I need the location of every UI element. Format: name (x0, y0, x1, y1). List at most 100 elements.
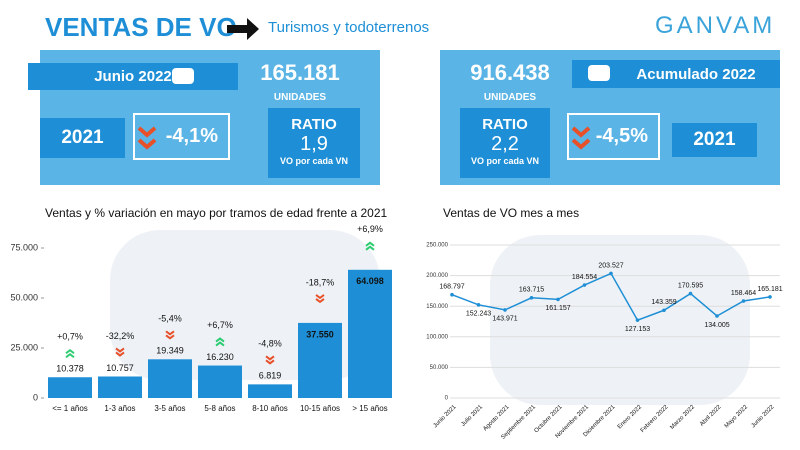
value-label: 127.153 (625, 326, 650, 333)
change-label: +6,7% (207, 320, 233, 330)
period: Junio 2022 (28, 63, 238, 90)
y-tick-label: 0 (445, 396, 449, 402)
value-label: 170.595 (678, 282, 703, 289)
line-chart: 0 50.000 100.000 150.000 200.000 250.000 168.7… (426, 235, 783, 441)
point (476, 303, 481, 307)
value-label: 10.378 (56, 364, 84, 374)
x-tick-label: > 15 años (352, 404, 387, 413)
x-tick-label: Mayo 2022 (724, 404, 750, 430)
y-tick-label: 50.000 (10, 292, 38, 302)
point (582, 283, 587, 287)
y-tick-label: 200.000 (426, 273, 448, 279)
x-tick-label: Febrero 2022 (640, 404, 670, 434)
value-label: 10.757 (106, 363, 134, 373)
change-label: +0,7% (57, 332, 83, 342)
x-tick-label: <= 1 años (52, 404, 88, 413)
x-tick-label: 8-10 años (252, 404, 288, 413)
units-label: UNIDADES (483, 92, 537, 103)
y-tick-label: 150.000 (426, 304, 448, 310)
ratio-label: RATIO (482, 116, 528, 133)
icons (137, 65, 610, 150)
point (503, 308, 507, 312)
value-label: 158.464 (731, 290, 756, 297)
bar (298, 322, 342, 398)
ratio: 1,9 (300, 133, 328, 155)
y-tick-label: 25.000 (10, 342, 38, 352)
value-label: 16.230 (206, 352, 234, 362)
chart-title: Ventas y % variación en mayo por tramos … (45, 206, 388, 220)
x-tick-label: 10-15 años (300, 404, 340, 413)
value-label: 165.181 (757, 286, 782, 293)
point (741, 299, 746, 303)
y-tick-label: 50.000 (430, 365, 449, 371)
logo: GANVAM (655, 12, 776, 39)
value-label: 184.554 (572, 274, 597, 281)
bar (48, 377, 92, 398)
bar (348, 269, 392, 398)
value-label: 134.005 (704, 322, 729, 329)
change: -4,5% (567, 113, 660, 160)
point (635, 318, 640, 322)
ratio-box: RATIO 2,2 VO por cada VN (460, 108, 550, 178)
change-icon (315, 294, 325, 304)
change-label: -5,4% (158, 314, 182, 324)
ratio-label: RATIO (291, 116, 337, 133)
ratio-note: VO por cada VN (470, 156, 540, 166)
point (688, 291, 693, 296)
compare-year: 2021 (40, 118, 125, 158)
value-label: 152.243 (466, 311, 491, 318)
units: 165.181 (260, 60, 340, 85)
x-tick-label: Enero 2022 (617, 404, 644, 431)
bar (198, 365, 242, 398)
units: 916.438 (470, 60, 550, 85)
change-icon (165, 330, 175, 340)
value-label: 64.098 (356, 276, 384, 286)
x-tick-label: Marzo 2022 (669, 404, 696, 431)
y-tick-label: 100.000 (426, 334, 448, 340)
chart-title: Ventas de VO mes a mes (443, 206, 580, 220)
ratio-note: VO por cada VN (279, 156, 349, 166)
change-label: -4,8% (258, 339, 282, 349)
x-tick-label: Agosto 2021 (482, 404, 511, 433)
x-tick-label: 5-8 años (204, 404, 235, 413)
change-label: -32,2% (106, 331, 135, 341)
point (529, 296, 534, 300)
change-icon (65, 348, 75, 359)
ratio-box: RATIO 1,9 VO por cada VN (268, 108, 360, 178)
point (556, 297, 560, 302)
ratio: 2,2 (491, 133, 519, 155)
value-label: 19.349 (156, 346, 184, 356)
value-label: 37.550 (306, 329, 334, 339)
value-label: 203.527 (598, 262, 623, 269)
arrow-icon (227, 18, 259, 40)
x-tick-label: Julio 2021 (460, 404, 484, 428)
car-silhouette (490, 235, 750, 405)
point (662, 308, 666, 313)
x-tick-label: 3-5 años (154, 404, 185, 413)
change-icon (265, 355, 275, 365)
point (609, 271, 613, 276)
y-tick-label: 250.000 (426, 243, 448, 249)
y-tick-label: 0 (33, 392, 38, 402)
point (715, 314, 719, 318)
change-label: +6,9% (357, 225, 383, 234)
bar (98, 376, 142, 398)
compare-year: 2021 (672, 123, 757, 157)
bar (248, 384, 292, 398)
x-tick-label: Abril 2022 (699, 404, 723, 428)
change: -4,1% (133, 113, 230, 160)
change-label: -18,7% (306, 277, 335, 287)
value-label: 163.715 (519, 287, 544, 294)
point (768, 295, 772, 299)
subtitle: Turismos y todoterrenos (268, 19, 430, 36)
bar (148, 359, 192, 398)
value-label: 161.157 (545, 305, 570, 312)
change-icon (115, 347, 125, 357)
value-label: 143.971 (492, 316, 517, 323)
change-icon (365, 241, 375, 251)
x-tick-label: 1-3 años (104, 404, 135, 413)
value-label: 168.797 (439, 284, 464, 291)
title: VENTAS DE VO (45, 12, 237, 42)
point (450, 292, 454, 297)
y-tick-label: 75.000 (10, 242, 38, 252)
